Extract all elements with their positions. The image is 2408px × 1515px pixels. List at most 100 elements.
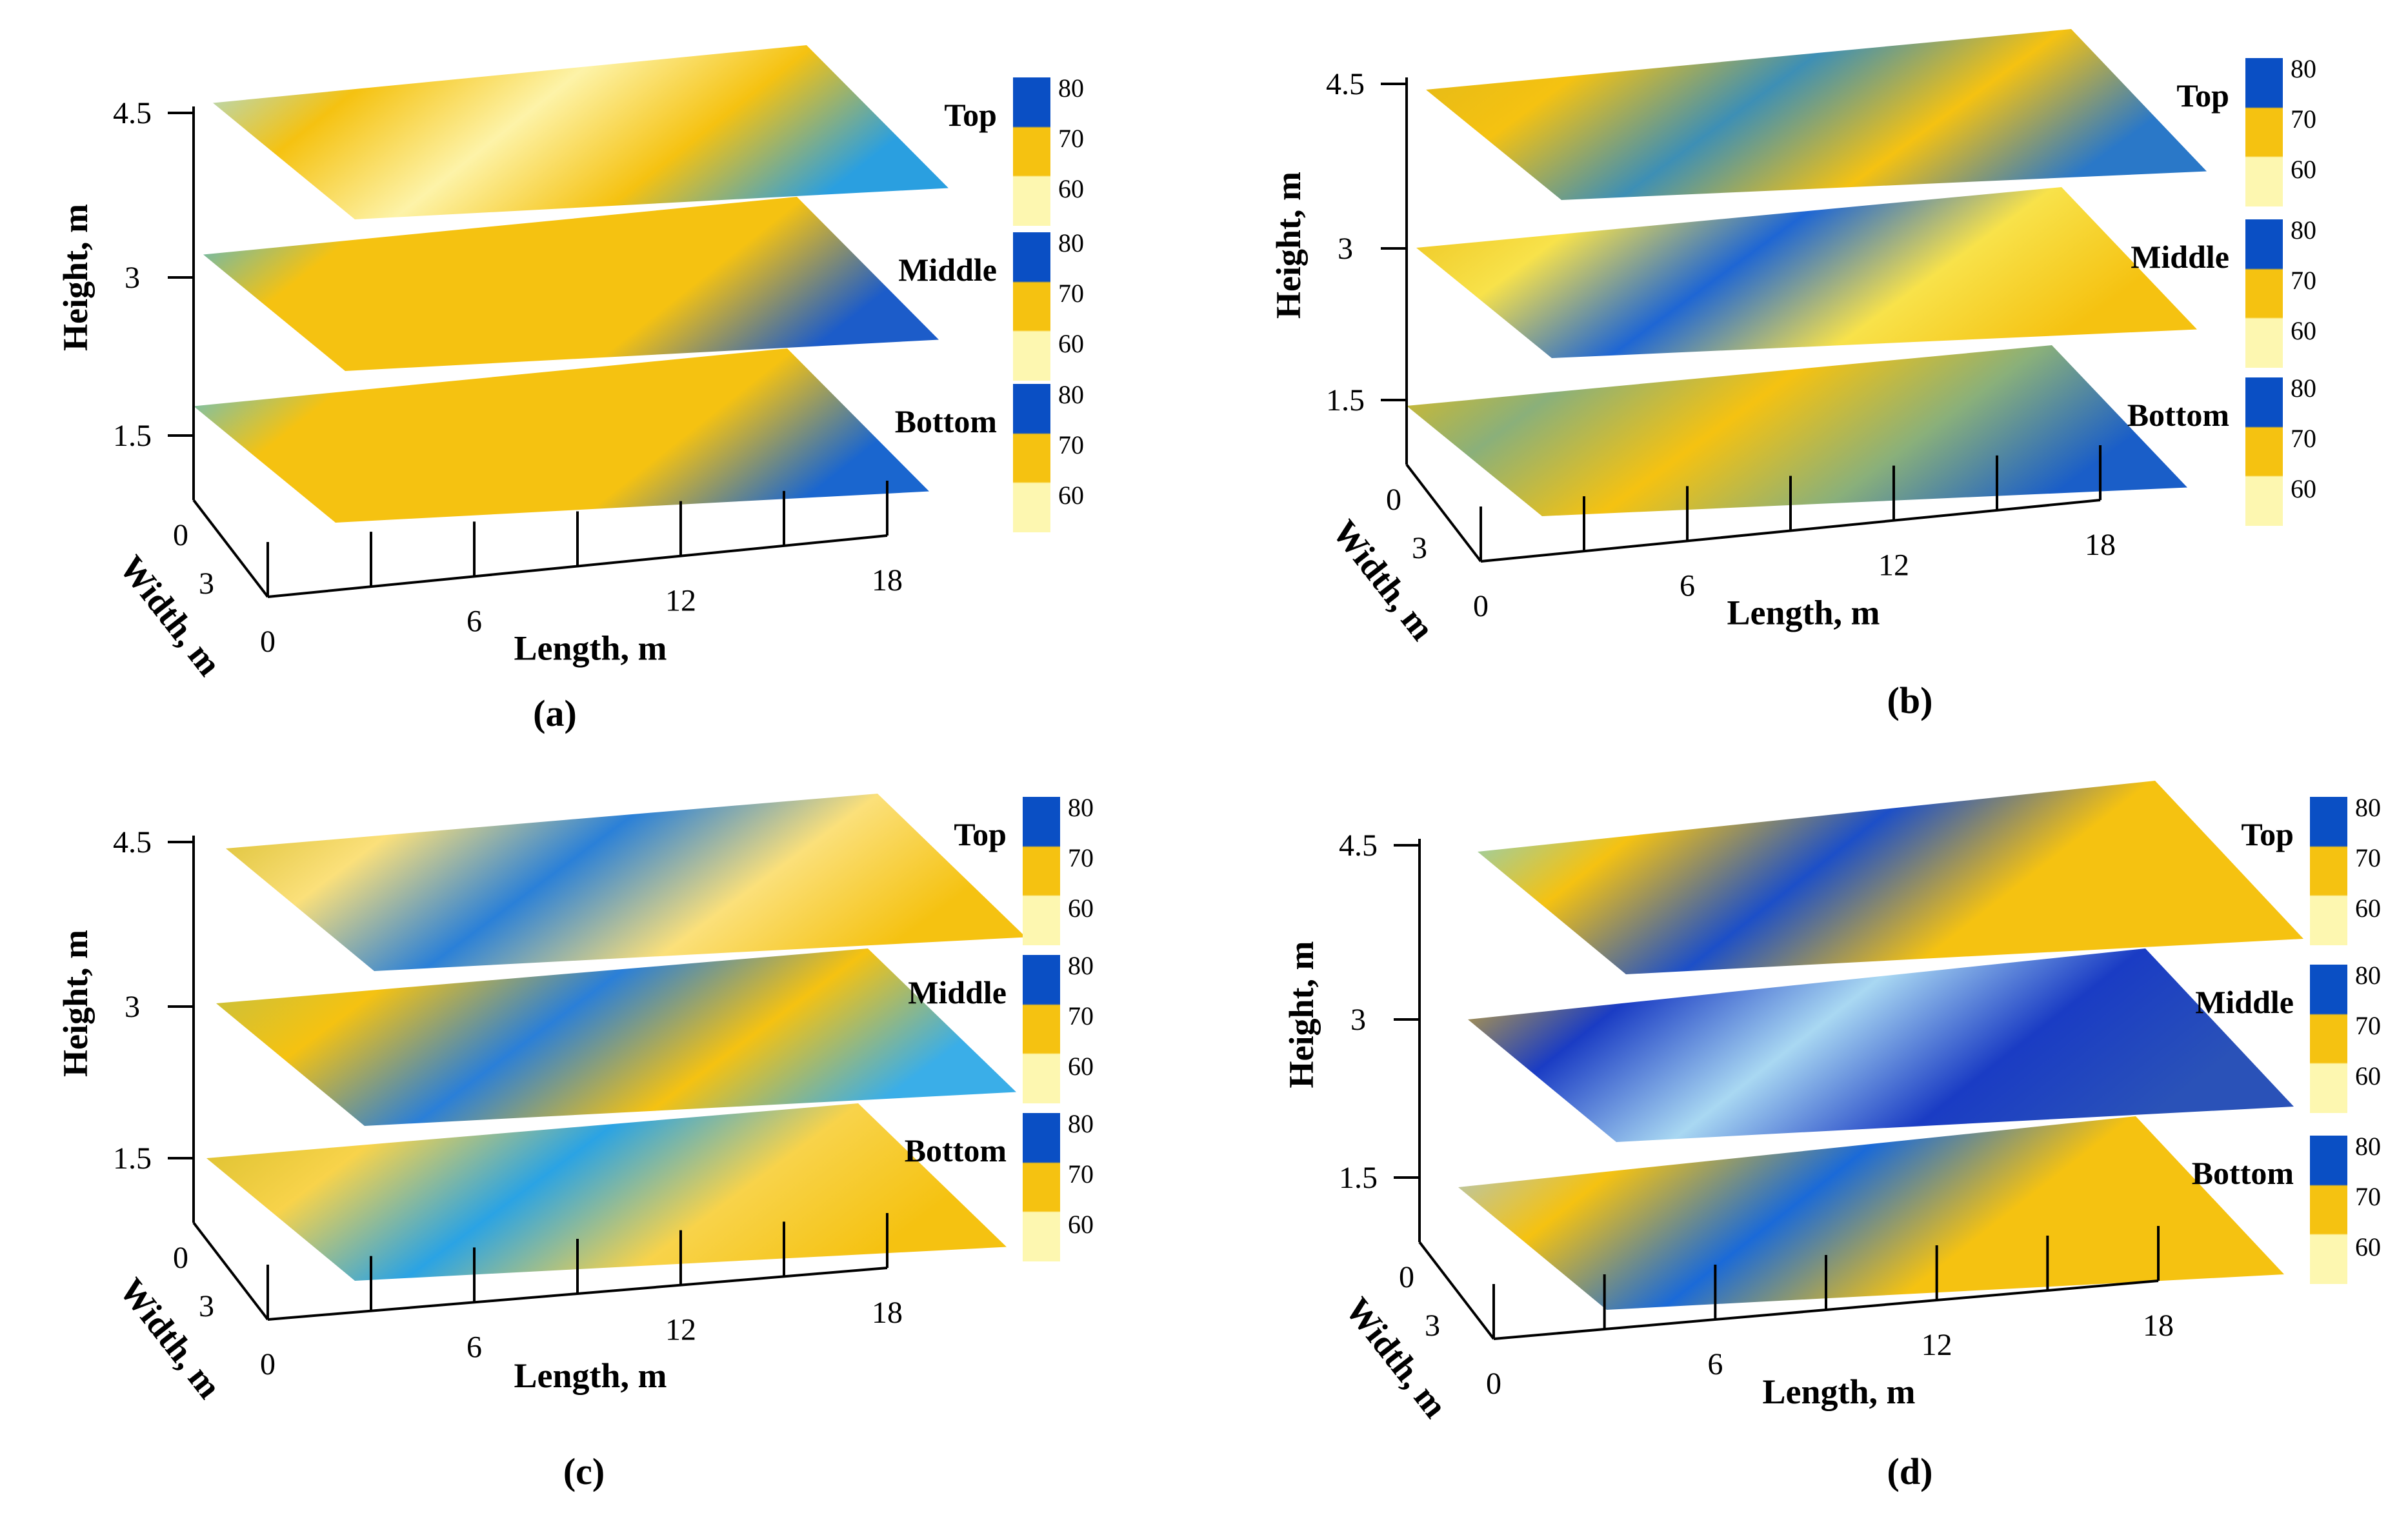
z-tick-label: 4.5 xyxy=(113,825,152,859)
panel-caption: (d) xyxy=(1887,1450,1933,1492)
y-tick-label: 0 xyxy=(1399,1260,1414,1294)
x-tick-label: 6 xyxy=(1680,568,1695,603)
colorbar-tick: 80 xyxy=(1068,1109,1094,1138)
chart-panel: Top807060Middle807060Bottom8070601.534.5… xyxy=(56,45,1084,734)
x-tick-label: 18 xyxy=(872,1296,903,1330)
colorbar-tick: 60 xyxy=(1058,174,1084,203)
y-tick-label: 0 xyxy=(173,518,188,552)
width-axis xyxy=(1418,1241,1495,1340)
colorbar-tick: 70 xyxy=(2291,424,2316,453)
colorbar-tick: 70 xyxy=(2291,105,2316,134)
x-axis-title: Length, m xyxy=(514,1356,667,1395)
x-tick-label: 18 xyxy=(2085,528,2116,562)
colorbar-tick: 70 xyxy=(1058,124,1084,153)
z-tick-label: 1.5 xyxy=(1326,383,1365,417)
layer-surface xyxy=(1458,1116,2284,1310)
chart-panel: Top 80 70 60 Middle 80 70 60 Bottom 80 70 60 1.5 3 4.5… xyxy=(1282,781,2381,1492)
layer-surface xyxy=(216,948,1016,1126)
x-tick-label: 12 xyxy=(1878,548,1909,583)
colorbar-tick: 60 xyxy=(2291,474,2316,503)
x-tick-label: 12 xyxy=(1921,1328,1952,1362)
panel-caption: (b) xyxy=(1887,679,1933,721)
colorbar xyxy=(1023,1113,1060,1261)
layer-label: Bottom xyxy=(2192,1155,2294,1191)
width-axis xyxy=(1405,463,1482,563)
x-axis-title: Length, m xyxy=(1727,594,1880,632)
x-tick-label: 0 xyxy=(260,625,276,659)
colorbar-tick: 70 xyxy=(2291,266,2316,295)
colorbar-tick: 70 xyxy=(1068,843,1094,872)
y-tick-label: 0 xyxy=(1386,483,1401,517)
x-tick-label: 18 xyxy=(2143,1309,2174,1343)
colorbar-tick: 70 xyxy=(1068,1001,1094,1030)
y-tick-label: 3 xyxy=(1425,1309,1440,1343)
z-axis-title: Height, m xyxy=(56,930,95,1077)
z-tick-label: 3 xyxy=(125,261,140,295)
colorbar-tick: 60 xyxy=(1068,894,1094,923)
axes xyxy=(168,106,888,598)
colorbar-tick: 80 xyxy=(1058,74,1084,103)
z-axis-title: Height, m xyxy=(56,204,95,351)
y-tick-label: 3 xyxy=(199,567,214,601)
colorbar-tick: 80 xyxy=(1068,951,1094,980)
panel-caption: (a) xyxy=(533,692,577,734)
colorbar-tick: 80 xyxy=(1068,793,1094,822)
colorbar-tick: 70 xyxy=(2355,1182,2381,1211)
colorbar-tick: 80 xyxy=(1058,228,1084,257)
colorbar xyxy=(1013,77,1050,226)
axes xyxy=(1394,839,2160,1340)
colorbar-tick: 80 xyxy=(2355,793,2381,822)
z-tick-label: 4.5 xyxy=(1339,828,1378,863)
colorbar-tick: 80 xyxy=(2355,961,2381,990)
colorbar xyxy=(2245,58,2283,206)
z-tick-label: 1.5 xyxy=(113,419,152,453)
colorbar xyxy=(1013,232,1050,381)
z-tick-label: 4.5 xyxy=(1326,67,1365,101)
layer-label: Middle xyxy=(908,974,1007,1010)
colorbar-tick: 70 xyxy=(1068,1159,1094,1189)
colorbar-tick: 60 xyxy=(1058,481,1084,510)
layer-surface xyxy=(1407,345,2187,516)
layer-surface xyxy=(206,1103,1007,1281)
x-tick-label: 0 xyxy=(1473,589,1489,623)
layer-surface xyxy=(1478,781,2303,974)
layer-label: Top xyxy=(2176,77,2229,114)
colorbar-tick: 80 xyxy=(2291,216,2316,245)
z-tick-label: 1.5 xyxy=(113,1141,152,1176)
colorbar-tick: 60 xyxy=(1068,1210,1094,1239)
colorbar-tick: 80 xyxy=(2355,1132,2381,1161)
layer-label: Top xyxy=(2241,816,2294,852)
z-axis-title: Height, m xyxy=(1269,172,1308,319)
colorbar xyxy=(2310,1136,2347,1284)
x-axis-title: Length, m xyxy=(1762,1372,1915,1411)
x-tick-label: 12 xyxy=(665,1313,696,1347)
colorbar-tick: 60 xyxy=(2355,1232,2381,1261)
colorbar-tick: 70 xyxy=(1058,430,1084,459)
colorbar-tick: 70 xyxy=(2355,843,2381,872)
layer-label: Middle xyxy=(2195,984,2294,1020)
layer-surface xyxy=(1468,948,2294,1142)
colorbar-tick: 80 xyxy=(2291,374,2316,403)
layer-surface xyxy=(1426,29,2207,200)
colorbar-tick: 70 xyxy=(2355,1011,2381,1040)
x-tick-label: 0 xyxy=(1486,1367,1501,1401)
z-tick-label: 1.5 xyxy=(1339,1161,1378,1195)
colorbar xyxy=(1023,797,1060,945)
colorbar xyxy=(1013,384,1050,532)
layer-surface xyxy=(213,45,948,219)
colorbar-tick: 60 xyxy=(2355,894,2381,923)
layer-surface xyxy=(1416,187,2197,358)
layer-label: Top xyxy=(944,97,997,133)
x-tick-label: 6 xyxy=(467,604,482,638)
layer-surface xyxy=(203,197,939,371)
colorbar-tick: 70 xyxy=(1058,279,1084,308)
y-tick-label: 3 xyxy=(1412,531,1427,565)
layer-label: Bottom xyxy=(895,403,997,439)
layer-label: Middle xyxy=(898,252,997,288)
layer-label: Middle xyxy=(2131,239,2229,275)
layer-label: Bottom xyxy=(905,1132,1007,1169)
y-tick-label: 3 xyxy=(199,1289,214,1323)
colorbar-tick: 80 xyxy=(1058,380,1084,409)
colorbar-tick: 60 xyxy=(2355,1061,2381,1090)
